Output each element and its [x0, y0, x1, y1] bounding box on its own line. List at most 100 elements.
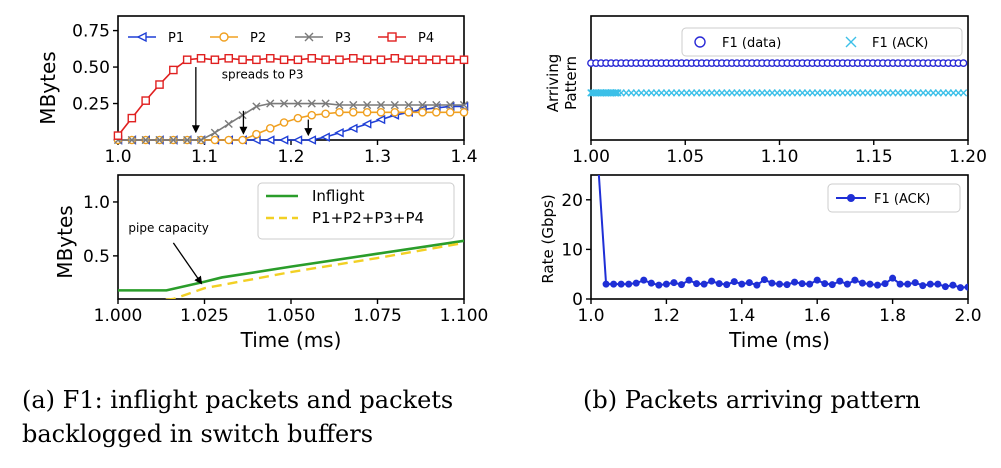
- a-top-series-p3-line: [118, 102, 464, 141]
- legend-b-top-f1-data-marker: [694, 36, 706, 48]
- a-top-series-p4-marker: [321, 55, 330, 65]
- b-top-x-tick-label: 1.05: [666, 147, 704, 167]
- chart-b-top-arriving-pattern: 1.00 1.05 1.10 1.15 1.20 Arriving Pattern F1 (d…: [544, 15, 987, 167]
- b-bottom-series-f1-ack-marker: [881, 280, 889, 288]
- b-top-legend: F1 (data) F1 (ACK): [681, 27, 963, 57]
- b-bottom-series-f1-ack-marker: [738, 280, 746, 288]
- b-bottom-legend: F1 (ACK): [827, 183, 961, 213]
- b-bottom-series-f1-ack-marker: [753, 281, 761, 289]
- b-bottom-series-f1-ack-marker: [730, 278, 738, 286]
- a-top-series-p3-marker: [446, 100, 455, 110]
- a-top-series-p4-marker: [362, 55, 372, 65]
- a-top-x-tick-label: 1.1: [191, 147, 218, 167]
- a-bottom-series-p1-plus-p2-plus-p3-plus-p4-line: [160, 241, 464, 299]
- b-bottom-series-f1-ack-marker: [911, 279, 919, 287]
- a-bottom-x-tick-label: 1.025: [180, 306, 229, 326]
- a-top-series-p1-marker: [306, 135, 317, 145]
- b-bottom-series-f1-ack-marker: [813, 276, 821, 284]
- a-top-annotation-spreads-to-p3: spreads to P3: [222, 67, 304, 81]
- b-bottom-series-f1-ack-marker: [949, 281, 957, 289]
- b-bottom-plot-frame: [590, 174, 969, 300]
- b-bottom-series-f1-ack-marker: [640, 276, 648, 284]
- a-top-series-p2-marker: [293, 113, 303, 123]
- a-top-series-p4-marker: [279, 55, 289, 65]
- a-top-series-p2-marker: [348, 107, 358, 117]
- a-bottom-legend: Inflight P1+P2+P3+P4: [257, 182, 455, 240]
- caption-a-line1: (a) F1: inflight packets and packets: [22, 386, 454, 414]
- a-top-series-p2-marker: [432, 107, 441, 117]
- a-top-series-p4-marker: [348, 54, 358, 63]
- a-top-series-p2-marker: [265, 124, 275, 133]
- a-top-series-p3-marker: [404, 100, 413, 110]
- a-top-x-tick-label: 1.0: [104, 147, 131, 167]
- caption-a-line2: backlogged in switch buffers: [22, 420, 374, 448]
- a-top-series-p3-marker: [376, 100, 386, 110]
- a-top-series-p2-marker: [362, 107, 372, 117]
- b-bottom-y-tick-label: 20: [561, 191, 583, 211]
- legend-a-top-p2-marker: [219, 32, 229, 42]
- legend-a-top-p2-label: P2: [250, 31, 266, 46]
- a-top-series-p1-marker: [348, 123, 358, 134]
- a-top-series-p3-marker: [390, 100, 399, 110]
- a-top-series-p3-marker: [307, 99, 316, 108]
- a-top-series-p3-marker: [459, 100, 469, 110]
- b-bottom-y-axis-label: Rate (Gbps): [539, 194, 557, 283]
- b-bottom-series-f1-ack-marker: [821, 280, 829, 288]
- a-top-series-p3-marker: [155, 135, 164, 145]
- a-bottom-annotation-arrow: [172, 242, 203, 285]
- a-top-series-p3-marker: [196, 135, 206, 145]
- b-top-x-tick-label: 1.00: [572, 147, 610, 167]
- b-bottom-series-f1-ack-marker: [956, 284, 964, 292]
- a-top-series-p1-marker: [292, 135, 303, 145]
- legend-a-top-p4-label: P4: [418, 31, 434, 46]
- b-top-x-tick-label: 1.10: [761, 147, 799, 167]
- b-top-x-tick-label: 1.20: [949, 147, 987, 167]
- b-bottom-series-f1-ack-marker: [625, 280, 633, 288]
- b-bottom-x-tick-label: 1.8: [879, 306, 906, 326]
- a-top-series-p4-marker: [210, 55, 220, 65]
- b-bottom-x-tick-label: 1.4: [728, 306, 755, 326]
- a-top-series-p2-marker: [279, 118, 289, 127]
- legend-b-top-f1-data-label: F1 (data): [722, 36, 781, 51]
- a-top-series-p2-marker: [376, 107, 386, 117]
- a-top-series-p4-marker: [404, 55, 413, 65]
- b-bottom-series-f1-ack-marker: [904, 280, 912, 288]
- b-bottom-series-f1-ack-marker: [662, 280, 670, 288]
- b-bottom-y-tick-label: 10: [561, 240, 583, 260]
- a-top-series-p3-marker: [418, 100, 427, 110]
- chart-a-bottom-inflight-vs-backlog: 1.000 1.025 1.050 1.075 1.100 0.5 1.0 MBytes Tim…: [53, 174, 488, 352]
- b-top-series-f1-data-marker: [959, 59, 968, 68]
- a-top-series-p4-marker: [376, 55, 386, 65]
- b-bottom-series-f1-ack-marker: [715, 280, 723, 288]
- a-top-series-p4-marker: [182, 55, 192, 65]
- a-top-series-p4-marker: [127, 113, 137, 123]
- a-top-y-axis-label: MBytes: [36, 51, 60, 124]
- a-top-series-p3-marker: [266, 99, 275, 108]
- a-bottom-series-inflight-line: [118, 239, 464, 292]
- a-top-series-p1-marker: [375, 114, 386, 125]
- b-top-y-axis-label-line2: Pattern: [562, 56, 580, 110]
- b-bottom-series-f1-ack-marker: [791, 278, 799, 286]
- legend-a-top-p4-marker: [387, 32, 397, 42]
- a-top-series-p3-marker: [293, 99, 303, 108]
- b-bottom-series-f1-ack-marker: [934, 280, 942, 288]
- a-top-series-p4-marker: [169, 65, 178, 75]
- a-top-series-p2-marker: [404, 107, 413, 117]
- a-bottom-x-tick-label: 1.050: [267, 306, 316, 326]
- b-bottom-series-f1-ack-marker: [828, 281, 836, 289]
- a-top-series-p3-marker: [432, 100, 441, 110]
- b-bottom-series-f1-ack-marker: [866, 280, 874, 288]
- a-top-x-tick-label: 1.4: [450, 147, 477, 167]
- a-top-series-p2-marker: [252, 129, 261, 139]
- b-bottom-series-f1-ack-marker: [647, 279, 655, 287]
- a-bottom-annotation-pipe-capacity: pipe capacity: [128, 221, 208, 235]
- a-top-series-p4-marker: [141, 96, 150, 105]
- a-bottom-x-tick-label: 1.000: [94, 306, 143, 326]
- a-top-series-p3-marker: [252, 102, 261, 111]
- a-top-series-p3-marker: [279, 99, 289, 108]
- a-top-y-tick-label: 0.50: [72, 58, 110, 78]
- a-top-series-p2-marker: [321, 109, 330, 119]
- legend-a-top-p1-marker: [136, 31, 147, 43]
